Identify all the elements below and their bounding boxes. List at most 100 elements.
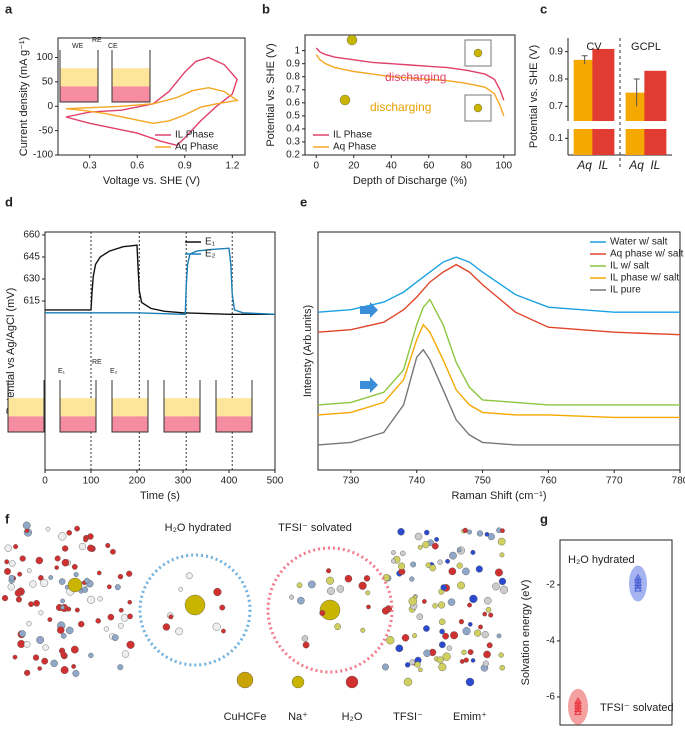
atom [494,568,503,577]
atom [19,555,26,562]
atom [334,623,342,631]
atom [58,578,66,585]
atom [467,529,473,535]
x-tick-label: 760 [540,476,557,487]
atom [302,641,310,649]
atom [431,542,439,550]
atom [74,525,80,532]
atom [485,606,492,613]
atom [421,599,427,604]
atom [17,571,23,577]
atom [26,568,32,573]
atom [319,610,326,616]
x-tick-label: 100 [495,161,512,172]
y-tick-label: -100 [33,150,53,161]
x-tick-label: 80 [461,161,473,172]
y-tick-label: 0.5 [286,111,300,122]
legend-label: CuHCFe [224,711,267,723]
beaker-top [60,68,98,87]
y-tick-label: 0.6 [286,97,300,108]
y-tick-label: 0.3 [286,137,300,148]
atom [37,666,42,671]
y-axis-label: Intensty (Arb.units) [302,305,314,397]
y-tick-label: 0.4 [286,124,300,135]
atom [87,595,96,604]
atom [447,598,456,606]
atom [48,575,54,580]
x-axis-label: Depth of Discharge (%) [353,175,467,187]
atom [4,568,11,575]
atom [473,48,483,58]
point [634,585,642,592]
atom [470,658,476,663]
atom [1,594,9,602]
atom [363,575,371,582]
annotation: CE [108,43,118,50]
atom [61,558,70,567]
beaker-bottom [60,416,96,432]
beaker-bottom [216,416,252,432]
atom [40,578,49,587]
atom [83,537,88,543]
beaker-bottom [164,416,200,432]
group-label: CV [586,41,602,53]
x-tick-label: 40 [386,161,398,172]
atom [301,635,309,642]
x-tick-label: 500 [267,476,284,487]
atom [483,650,491,659]
atom [60,632,67,639]
atom [401,634,410,642]
atom [8,574,15,581]
x-tick-label: 750 [474,476,491,487]
atom [61,545,69,552]
atom [438,618,446,626]
beaker-outline [111,50,151,103]
atom [424,529,430,536]
atom [403,677,413,687]
atom [120,614,129,622]
crystal [464,39,492,67]
y-tick-label: 0.9 [286,58,300,69]
x-tick-label: 0.6 [130,161,144,172]
atom [409,659,416,666]
x-tick-label: 200 [129,476,146,487]
atom [81,586,89,593]
series-label: H₂O hydrated [568,554,635,566]
atom [127,599,133,605]
atom [36,636,45,644]
beaker-bottom [112,86,150,102]
zoom-circle [138,553,252,667]
atom [499,552,505,558]
atom [456,562,463,569]
atom [289,594,295,600]
annotation: discharging [385,70,446,84]
atom [88,652,94,659]
legend-label: IL Phase [175,130,215,141]
atom [381,607,390,615]
beaker-outline [111,380,149,433]
bar [592,48,615,155]
arrow [360,377,378,393]
x-tick-label: 780 [672,476,685,487]
atom [73,572,79,578]
x-tick-label: IL [650,158,660,172]
atom [35,556,44,565]
beaker-top [112,68,150,87]
legend-label: IL pure [610,285,641,296]
atom [437,559,443,565]
atom [103,626,110,632]
atom [307,580,316,589]
atom [432,603,438,609]
atom [345,675,359,689]
atom [107,613,115,621]
atom [70,645,79,654]
atom [168,614,174,620]
beaker-bottom [8,416,44,432]
y-axis-label: Solvation energy (eV) [520,580,532,686]
atom [360,627,366,633]
x-axis-label: Voltage vs. SHE (V) [103,175,200,187]
panel-label: b [262,1,270,16]
atom [117,664,124,671]
atom [126,640,135,649]
atom [336,585,345,593]
